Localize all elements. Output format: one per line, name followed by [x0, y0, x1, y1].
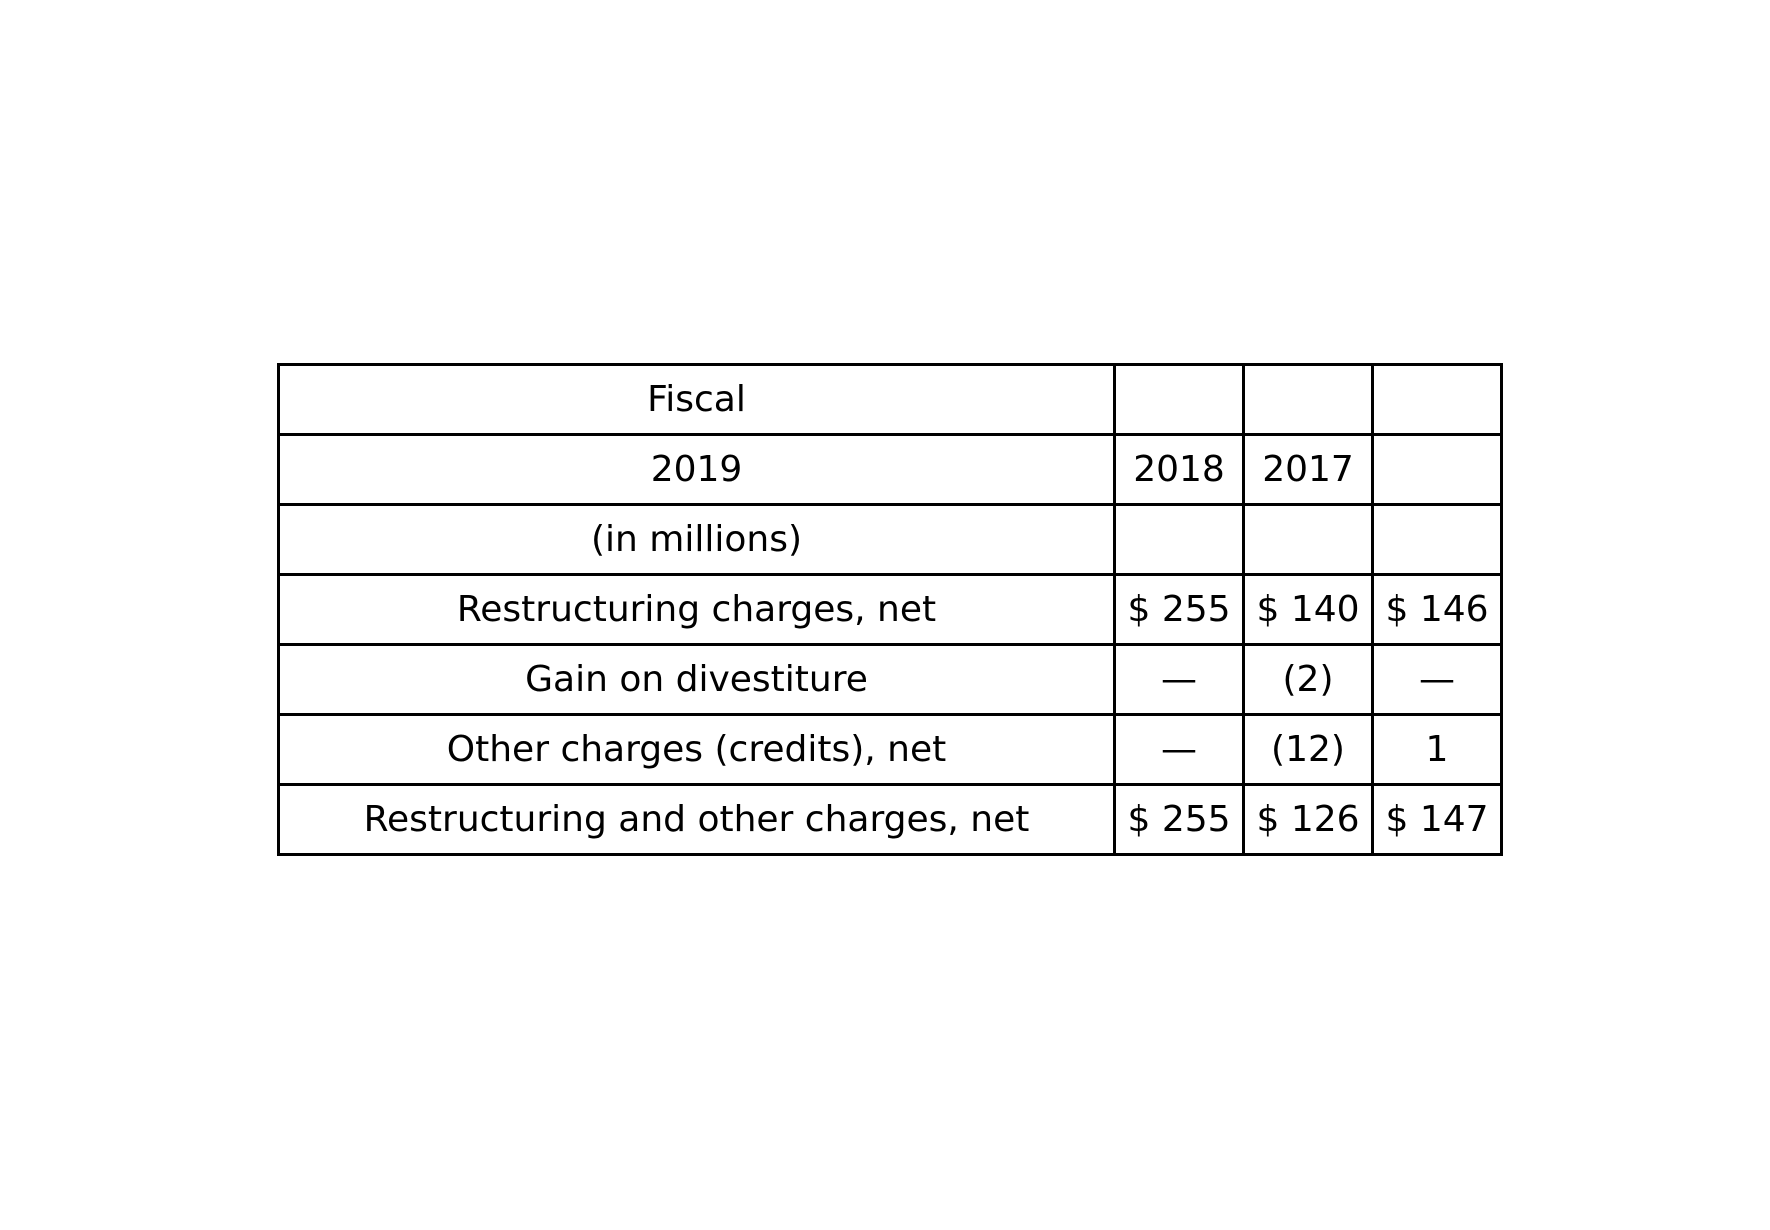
row-label-cell: (in millions) — [277, 503, 1116, 576]
value-cell: 2017 — [1242, 433, 1374, 506]
table-row: Fiscal — [277, 363, 1503, 436]
value-cell — [1371, 363, 1503, 436]
table-row: Restructuring and other charges, net $ 2… — [277, 783, 1503, 856]
value-cell: — — [1113, 643, 1245, 716]
value-cell — [1371, 433, 1503, 506]
value-cell: 2018 — [1113, 433, 1245, 506]
row-label-cell: Other charges (credits), net — [277, 713, 1116, 786]
row-label-cell: Restructuring and other charges, net — [277, 783, 1116, 856]
row-label-cell: Restructuring charges, net — [277, 573, 1116, 646]
value-cell: (2) — [1242, 643, 1374, 716]
table-row: Gain on divestiture — (2) — — [277, 643, 1503, 716]
table-row: 2019 2018 2017 — [277, 433, 1503, 506]
value-cell: $ 147 — [1371, 783, 1503, 856]
row-label-cell: Fiscal — [277, 363, 1116, 436]
value-cell: $ 255 — [1113, 783, 1245, 856]
value-cell: — — [1113, 713, 1245, 786]
value-cell — [1242, 363, 1374, 436]
value-cell — [1242, 503, 1374, 576]
value-cell: 1 — [1371, 713, 1503, 786]
value-cell: — — [1371, 643, 1503, 716]
table-row: Other charges (credits), net — (12) 1 — [277, 713, 1503, 786]
financial-table: Fiscal 2019 2018 2017 (in millions) Rest… — [277, 363, 1503, 856]
value-cell — [1113, 503, 1245, 576]
financial-table-container: Fiscal 2019 2018 2017 (in millions) Rest… — [277, 363, 1503, 856]
value-cell: $ 255 — [1113, 573, 1245, 646]
row-label-cell: 2019 — [277, 433, 1116, 506]
value-cell: $ 146 — [1371, 573, 1503, 646]
table-row: Restructuring charges, net $ 255 $ 140 $… — [277, 573, 1503, 646]
value-cell: $ 126 — [1242, 783, 1374, 856]
value-cell: $ 140 — [1242, 573, 1374, 646]
value-cell: (12) — [1242, 713, 1374, 786]
table-row: (in millions) — [277, 503, 1503, 576]
value-cell — [1371, 503, 1503, 576]
row-label-cell: Gain on divestiture — [277, 643, 1116, 716]
value-cell — [1113, 363, 1245, 436]
